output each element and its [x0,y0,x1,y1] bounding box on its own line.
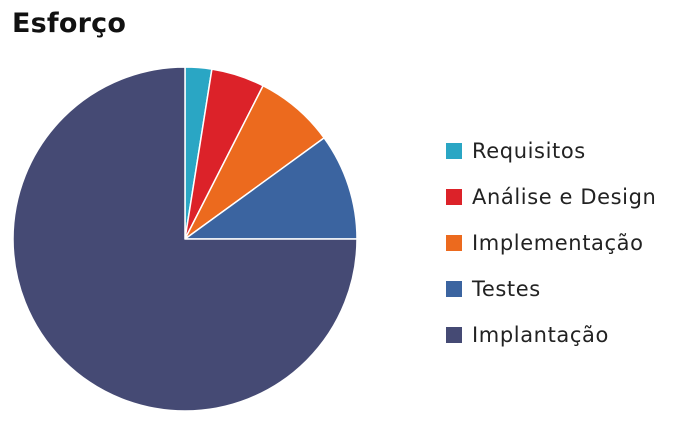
legend-label: Requisitos [472,139,586,163]
legend-swatch [446,189,462,205]
pie-slice-implantacao [12,66,358,412]
legend-label: Análise e Design [472,185,657,209]
legend-swatch [446,143,462,159]
legend-item-implantacao: Implantação [446,312,656,358]
pie-slice-testes [184,137,358,240]
chart-title: Esforço [12,8,127,39]
legend-item-testes: Testes [446,266,656,312]
legend-swatch [446,235,462,251]
legend-item-requisitos: Requisitos [446,128,656,174]
legend-item-analise-e-design: Análise e Design [446,174,656,220]
legend-swatch [446,327,462,343]
legend-swatch [446,281,462,297]
legend-label: Implementação [472,231,644,255]
legend: Requisitos Análise e Design Implementaçã… [446,128,656,358]
legend-label: Implantação [472,323,609,347]
legend-label: Testes [472,277,541,301]
legend-item-implementacao: Implementação [446,220,656,266]
